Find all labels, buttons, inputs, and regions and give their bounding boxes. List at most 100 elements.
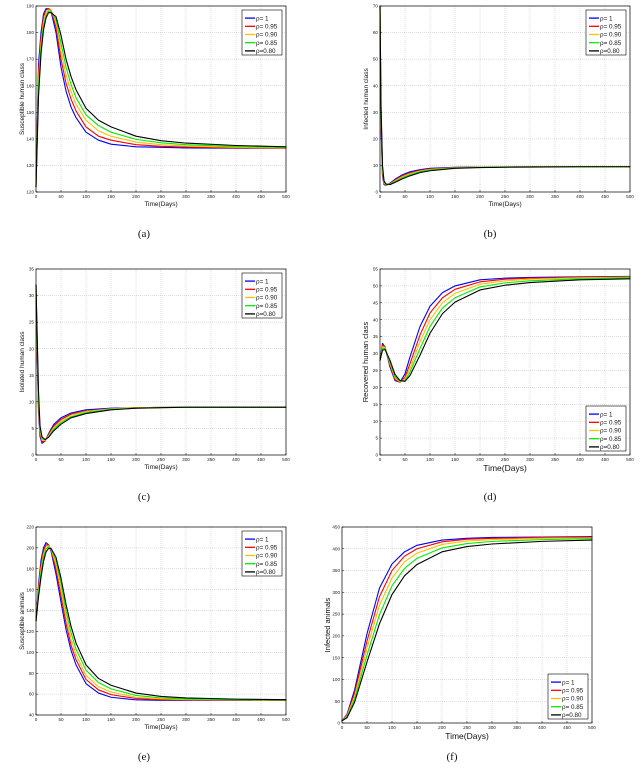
legend-label-1: ρ= 1 [256, 278, 269, 285]
y-tick-label: 160 [26, 83, 34, 88]
legend-label-4: ρ= 0.85 [256, 40, 278, 47]
legend-label-3: ρ= 0.90 [600, 32, 622, 39]
legend-label-4: ρ= 0.85 [600, 436, 622, 443]
y-axis-label: Infected animals [323, 597, 332, 652]
y-tick-label: 150 [332, 655, 340, 660]
legend-label-3: ρ= 0.90 [562, 696, 584, 703]
x-tick-label: 500 [282, 194, 290, 199]
x-tick-label: 400 [232, 194, 240, 199]
x-tick-label: 450 [257, 717, 265, 722]
x-tick-label: 150 [451, 194, 459, 199]
x-tick-label: 100 [426, 457, 434, 462]
y-tick-label: 200 [26, 545, 34, 550]
x-tick-label: 450 [563, 725, 571, 730]
y-tick-label: 350 [332, 568, 340, 573]
caption-f: (f) [446, 751, 458, 763]
x-tick-label: 400 [576, 457, 584, 462]
y-axis-label: Infected human class [363, 68, 370, 130]
legend-label-3: ρ= 0.90 [256, 32, 278, 39]
legend-label-4: ρ= 0.85 [256, 561, 278, 568]
x-tick-label: 250 [501, 457, 509, 462]
x-tick-label: 450 [257, 194, 265, 199]
y-tick-label: 5 [375, 436, 378, 441]
x-tick-label: 500 [626, 194, 634, 199]
legend-label-2: ρ= 0.95 [256, 24, 278, 31]
y-tick-label: 25 [373, 368, 379, 373]
x-tick-label: 350 [207, 717, 215, 722]
y-tick-label: 120 [26, 629, 34, 634]
x-tick-label: 50 [58, 457, 64, 462]
series-line-2 [35, 544, 287, 701]
y-tick-label: 20 [373, 136, 379, 141]
caption-e: (e) [137, 751, 151, 763]
legend-label-2: ρ= 0.95 [256, 287, 278, 294]
x-tick-label: 450 [601, 194, 609, 199]
legend: ρ= 1 ρ= 0.95ρ= 0.90ρ= 0.85ρ=0.80 [547, 673, 589, 720]
x-tick-label: 100 [388, 725, 396, 730]
x-tick-label: 250 [157, 717, 165, 722]
y-tick-label: 250 [332, 612, 340, 617]
series-line-1 [35, 542, 287, 701]
y-tick-label: 450 [332, 525, 340, 530]
series-line-5 [35, 284, 287, 441]
y-tick-label: 30 [373, 110, 379, 115]
x-tick-label: 0 [35, 717, 38, 722]
legend-label-4: ρ= 0.85 [562, 704, 584, 711]
x-tick-label: 400 [538, 725, 546, 730]
x-axis-label: Time(Days) [144, 464, 177, 471]
legend-label-2: ρ= 0.95 [600, 24, 622, 31]
legend-label-1: ρ= 1 [562, 679, 575, 686]
y-tick-label: 190 [26, 4, 34, 9]
y-tick-label: 35 [373, 334, 379, 339]
chart-panel-f: 0 50 100 150 200 250 300 350 400 450 500 0 50 100 150 2… [323, 523, 596, 748]
y-tick-label: 25 [29, 320, 35, 325]
x-tick-label: 300 [182, 717, 190, 722]
legend-label-1: ρ= 1 [600, 15, 613, 22]
series-line-4 [35, 546, 287, 701]
x-tick-label: 500 [626, 457, 634, 462]
x-tick-label: 200 [132, 194, 140, 199]
legend-label-3: ρ= 0.90 [600, 428, 622, 435]
legend: ρ= 1 ρ= 0.95ρ= 0.90ρ= 0.85ρ=0.80 [585, 9, 627, 56]
x-axis-label: Time(Days) [144, 201, 177, 208]
x-tick-label: 400 [232, 717, 240, 722]
y-tick-label: 140 [26, 608, 34, 613]
y-tick-label: 40 [29, 713, 35, 718]
x-tick-label: 300 [488, 725, 496, 730]
chart-f: 0 50 100 150 200 250 300 350 400 450 500 0 50 100 150 2… [323, 525, 596, 741]
chart-c: 0 50 100 150 200 250 300 350 400 450 500 0 5 10 15 20 25… [19, 267, 290, 471]
legend: ρ= 1 ρ= 0.95ρ= 0.90ρ= 0.85ρ=0.80 [241, 530, 283, 577]
x-axis-label: Time(Days) [445, 731, 489, 741]
x-tick-label: 0 [35, 194, 38, 199]
y-tick-label: 160 [26, 587, 34, 592]
x-tick-label: 500 [282, 457, 290, 462]
x-tick-label: 200 [132, 457, 140, 462]
y-tick-label: 30 [373, 351, 379, 356]
legend-label-4: ρ= 0.85 [600, 40, 622, 47]
y-tick-label: 5 [31, 426, 34, 431]
x-tick-label: 150 [107, 717, 115, 722]
y-axis-label: Isolated human class [19, 331, 26, 393]
x-tick-label: 500 [282, 717, 290, 722]
legend-label-3: ρ= 0.90 [256, 553, 278, 560]
x-tick-label: 150 [107, 194, 115, 199]
x-tick-label: 50 [58, 194, 64, 199]
x-tick-label: 0 [379, 194, 382, 199]
series-line-2 [35, 8, 287, 188]
x-tick-label: 250 [157, 457, 165, 462]
x-tick-label: 200 [438, 725, 446, 730]
x-tick-label: 50 [364, 725, 370, 730]
y-tick-label: 0 [375, 453, 378, 458]
series-line-4 [35, 10, 287, 188]
caption-b: (b) [483, 228, 497, 240]
x-tick-label: 500 [588, 725, 596, 730]
x-tick-label: 450 [601, 457, 609, 462]
chart-panel-a: 0 50 100 150 200 250 300 350 400 450 500 120 130 140 1… [18, 2, 290, 217]
chart-e: 0 50 100 150 200 250 300 350 400 450 500 40 60 80 100 1… [19, 525, 290, 731]
caption-d: (d) [483, 491, 497, 503]
y-tick-label: 15 [29, 373, 35, 378]
legend-label-1: ρ= 1 [256, 15, 269, 22]
legend-label-1: ρ= 1 [600, 411, 613, 418]
y-axis-label: Susceptible human class [19, 62, 26, 135]
series-line-2 [341, 536, 593, 722]
